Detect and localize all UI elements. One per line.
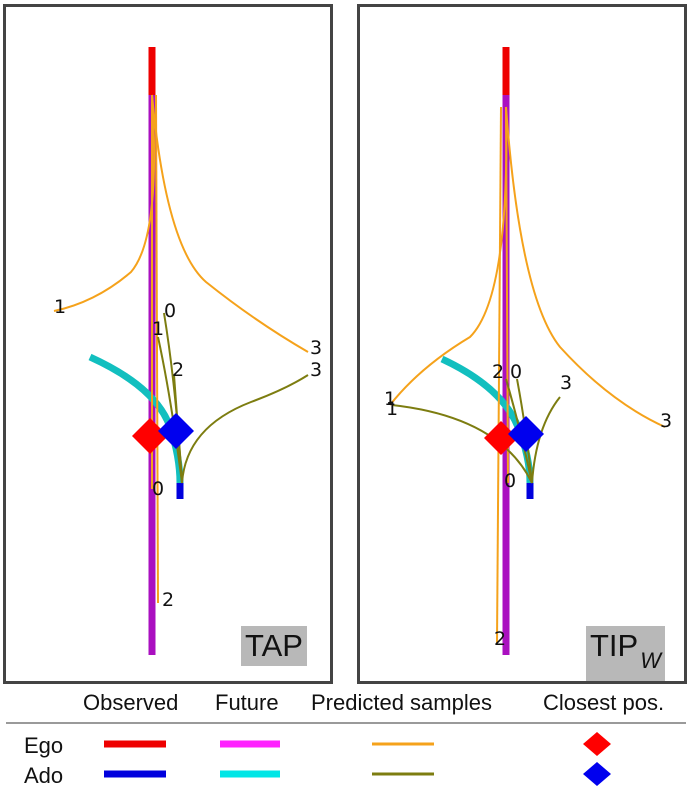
tap-scene: 1 0 1 2 3 3 0 2 <box>53 47 322 655</box>
sample-label: 0 <box>152 478 164 500</box>
tip-scene: 1 1 2 0 3 3 0 2 <box>384 47 672 655</box>
ado-closest-diamond <box>508 416 544 452</box>
tap-panel: 1 0 1 2 3 3 0 2 TAP <box>3 4 333 684</box>
legend-header-observed: Observed <box>83 690 179 715</box>
sample-label: 3 <box>660 410 672 432</box>
sample-label: 3 <box>560 372 572 394</box>
ego-sample-2 <box>496 106 502 644</box>
ado-closest-diamond <box>158 413 194 449</box>
ego-sample-3 <box>505 106 666 428</box>
ado-sample-1 <box>391 404 533 484</box>
ego-sample-1 <box>389 106 508 406</box>
ego-sample-2 <box>155 94 159 604</box>
swatch-ego-closest <box>583 732 611 756</box>
method-tag-tap: TAP <box>241 626 307 666</box>
legend-swatches <box>104 732 611 786</box>
method-tag-tip: TIPW <box>586 626 665 681</box>
legend-row-ado: Ado <box>24 763 64 788</box>
ego-closest-diamond <box>132 418 168 454</box>
sample-label: 2 <box>172 359 184 381</box>
sample-label: 0 <box>510 361 522 383</box>
legend-header-closest: Closest pos. <box>543 690 665 715</box>
sample-label: 2 <box>492 361 504 383</box>
sample-label: 3 <box>310 337 322 359</box>
ego-sample-3 <box>151 94 309 353</box>
sample-label: 1 <box>152 318 164 340</box>
sample-label: 3 <box>310 359 322 381</box>
sample-label: 2 <box>162 589 174 611</box>
legend-header-predicted: Predicted samples <box>311 690 492 715</box>
sample-label: 2 <box>494 628 506 650</box>
sample-label: 1 <box>54 296 66 318</box>
sample-label: 1 <box>384 388 396 410</box>
tip-panel: 1 1 2 0 3 3 0 2 TIPW <box>357 4 687 684</box>
ado-sample-1 <box>157 336 183 484</box>
ego-closest-diamond <box>484 421 518 455</box>
ego-sample-0 <box>505 106 509 484</box>
legend-divider <box>6 722 686 724</box>
legend-row-ego: Ego <box>24 733 64 758</box>
swatch-ado-closest <box>583 762 611 786</box>
ego-sample-1 <box>53 94 156 312</box>
ado-sample-3 <box>181 374 309 484</box>
sample-label: 0 <box>504 470 516 492</box>
sample-label: 0 <box>164 300 176 322</box>
legend-header-future: Future <box>215 690 279 715</box>
sample-label: 1 <box>386 398 398 420</box>
